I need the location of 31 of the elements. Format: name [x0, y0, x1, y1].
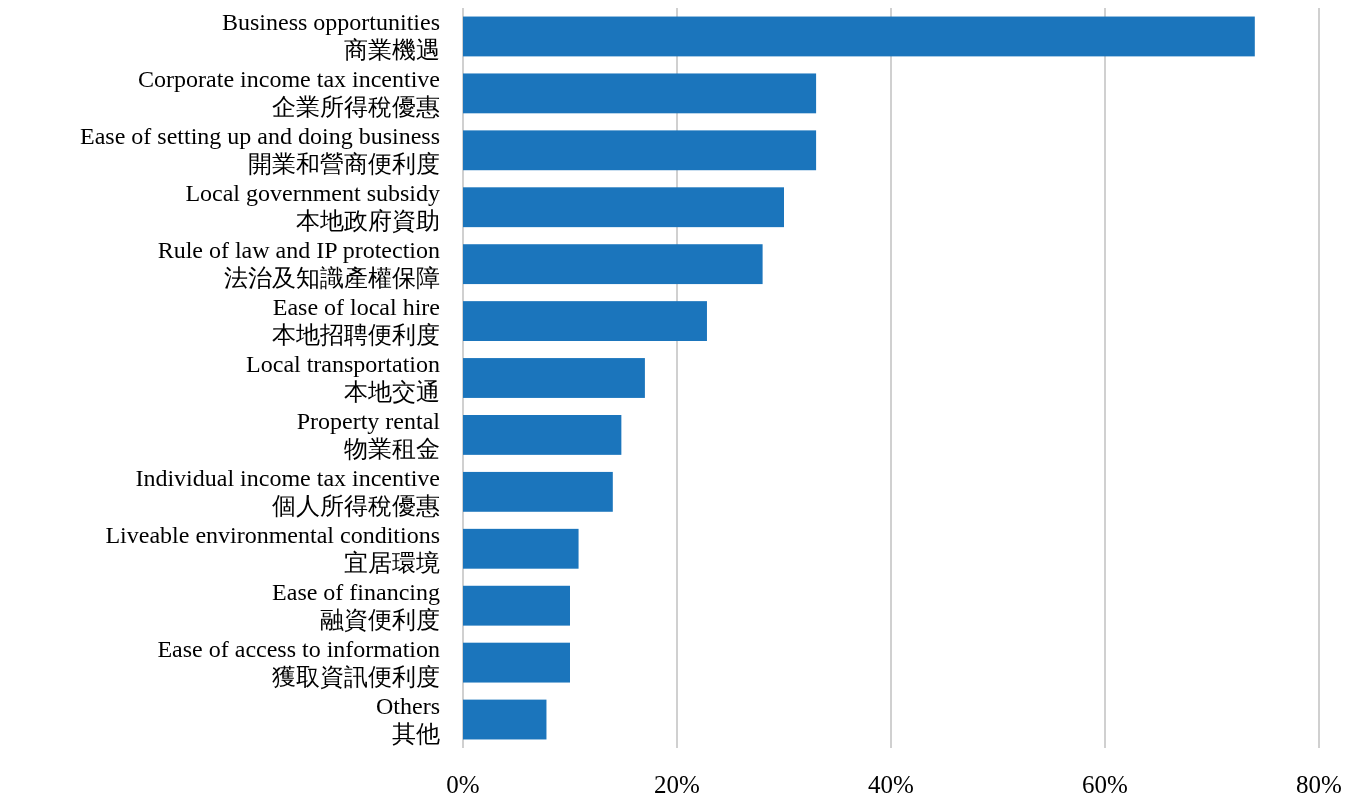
bar [463, 528, 579, 569]
y-tick-label: Others 其他 [376, 692, 440, 747]
y-tick-label: Business opportunities 商業機遇 [221, 9, 440, 64]
y-tick-label: Ease of access to information 獲取資訊便利度 [157, 635, 440, 690]
bar [463, 130, 817, 171]
y-tick-label: Corporate income tax incentive 企業所得稅優惠 [138, 66, 440, 121]
y-tick-label: Individual income tax incentive 個人所得稅優惠 [135, 464, 440, 519]
y-tick-label: Ease of financing 融資便利度 [272, 578, 440, 633]
bar [463, 73, 817, 114]
y-tick-label: Rule of law and IP protection 法治及知識產權保障 [157, 237, 440, 292]
y-tick-label: Ease of setting up and doing business 開業和營商便利度 [80, 123, 440, 178]
y-tick-label: Property rental 物業租金 [296, 407, 441, 462]
bar [463, 415, 622, 455]
x-tick-label: 60% [1082, 771, 1128, 796]
bar [463, 358, 645, 398]
bar [463, 585, 570, 626]
bar [463, 301, 707, 341]
x-tick-label: 80% [1296, 771, 1342, 796]
bar [463, 699, 547, 740]
bar [463, 187, 784, 228]
bar [463, 16, 1255, 57]
x-tick-label: 40% [868, 771, 914, 796]
y-tick-label: Liveable environmental conditions 宜居環境 [105, 521, 440, 576]
bar [463, 471, 613, 512]
bar [463, 642, 570, 683]
y-tick-label: Ease of local hire 本地招聘便利度 [272, 294, 440, 349]
x-tick-label: 20% [654, 771, 700, 796]
y-tick-label: Local transportation 本地交通 [246, 351, 440, 405]
bar [463, 244, 763, 285]
y-tick-label: Local government subsidy 本地政府資助 [185, 180, 440, 235]
x-tick-label: 0% [446, 771, 480, 796]
